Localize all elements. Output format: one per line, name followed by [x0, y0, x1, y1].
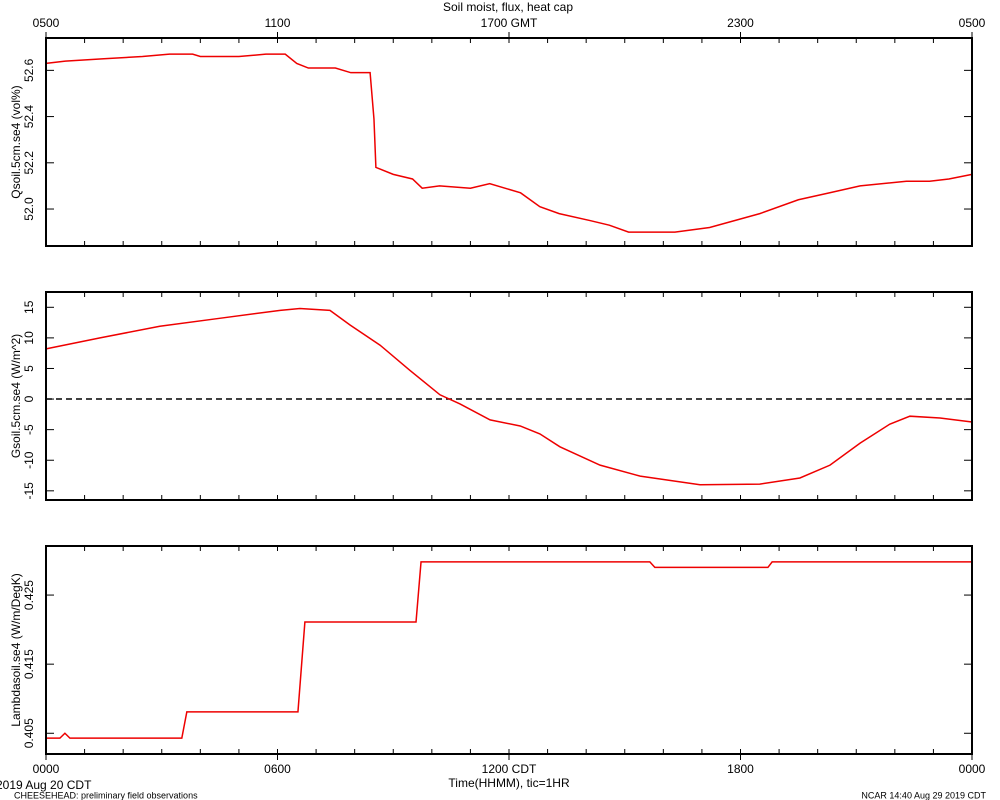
- footer-project: CHEESEHEAD: preliminary field observatio…: [14, 790, 198, 800]
- y-tick-label: -15: [22, 482, 36, 500]
- x2-tick-label: 1700 GMT: [481, 16, 538, 30]
- x-tick-label: 1800: [727, 762, 754, 776]
- y-tick-label: 10: [22, 331, 36, 345]
- y-tick-label: -10: [22, 451, 36, 469]
- footer-date: 2019 Aug 20 CDT: [0, 778, 92, 792]
- y-tick-label: 52.4: [22, 105, 36, 129]
- x2-tick-label: 0500: [33, 16, 60, 30]
- y-tick-label: 52.2: [22, 151, 36, 175]
- data-line: [46, 561, 972, 739]
- y-tick-label: 52.0: [22, 197, 36, 221]
- chart-title: Soil moist, flux, heat cap: [443, 0, 573, 14]
- y-axis-label: Qsoil.5cm.se4 (vol%): [9, 85, 23, 198]
- y-tick-label: 52.6: [22, 58, 36, 82]
- footer-credit: NCAR 14:40 Aug 29 2019 CDT: [861, 790, 986, 800]
- data-line: [45, 53, 973, 233]
- x-tick-label: 1200 CDT: [482, 762, 537, 776]
- x-tick-label: 0000: [33, 762, 60, 776]
- y-tick-label: -5: [22, 424, 36, 435]
- y-tick-label: 0.415: [22, 649, 36, 679]
- plot-frame: [45, 291, 973, 501]
- x-axis-label: Time(HHMM), tic=1HR: [448, 776, 570, 790]
- y-tick-label: 0: [22, 395, 36, 402]
- y-tick-label: 15: [22, 300, 36, 314]
- y-tick-label: 0.425: [22, 580, 36, 610]
- data-line: [45, 307, 973, 486]
- y-tick-label: 5: [22, 365, 36, 372]
- y-axis-label: Gsoil.5cm.se4 (W/m^2): [9, 334, 23, 458]
- x2-tick-label: 1100: [265, 16, 291, 30]
- x2-tick-label: 0500: [959, 16, 986, 30]
- y-axis-label: Lambdasoil.se4 (W/m/DegK): [9, 573, 23, 726]
- y-tick-label: 0.405: [22, 718, 36, 748]
- plot-frame: [45, 37, 973, 247]
- x2-tick-label: 2300: [727, 16, 754, 30]
- x-tick-label: 0000: [959, 762, 986, 776]
- x-tick-label: 0600: [264, 762, 291, 776]
